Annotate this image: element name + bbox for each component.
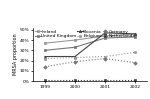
Netherlands — [74, 80, 76, 81]
Belgium — [44, 58, 46, 59]
Legend: Ireland, United Kingdom, Slovenia, Belgium, Germany, Netherlands: Ireland, United Kingdom, Slovenia, Belgi… — [35, 30, 135, 38]
United Kingdom — [74, 47, 76, 48]
Line: Netherlands: Netherlands — [44, 79, 136, 81]
Line: Slovenia: Slovenia — [44, 32, 136, 58]
Line: Belgium: Belgium — [44, 51, 136, 60]
United Kingdom — [104, 37, 106, 39]
Ireland — [74, 40, 76, 41]
Y-axis label: MRSA proportion: MRSA proportion — [13, 34, 18, 75]
United Kingdom — [134, 36, 136, 38]
Ireland — [104, 35, 106, 37]
Belgium — [74, 57, 76, 58]
Netherlands — [104, 80, 106, 81]
Slovenia — [104, 32, 106, 33]
Line: United Kingdom: United Kingdom — [44, 36, 136, 52]
Germany — [74, 61, 76, 62]
Germany — [44, 66, 46, 67]
Ireland — [44, 43, 46, 44]
Line: Germany: Germany — [44, 57, 136, 68]
Slovenia — [134, 33, 136, 34]
Belgium — [104, 56, 106, 57]
Netherlands — [44, 80, 46, 81]
Line: Ireland: Ireland — [44, 33, 136, 44]
Slovenia — [74, 56, 76, 57]
Slovenia — [44, 56, 46, 57]
Germany — [104, 58, 106, 59]
Germany — [134, 62, 136, 63]
Netherlands — [134, 80, 136, 81]
Belgium — [134, 52, 136, 53]
United Kingdom — [44, 50, 46, 51]
Ireland — [134, 33, 136, 34]
